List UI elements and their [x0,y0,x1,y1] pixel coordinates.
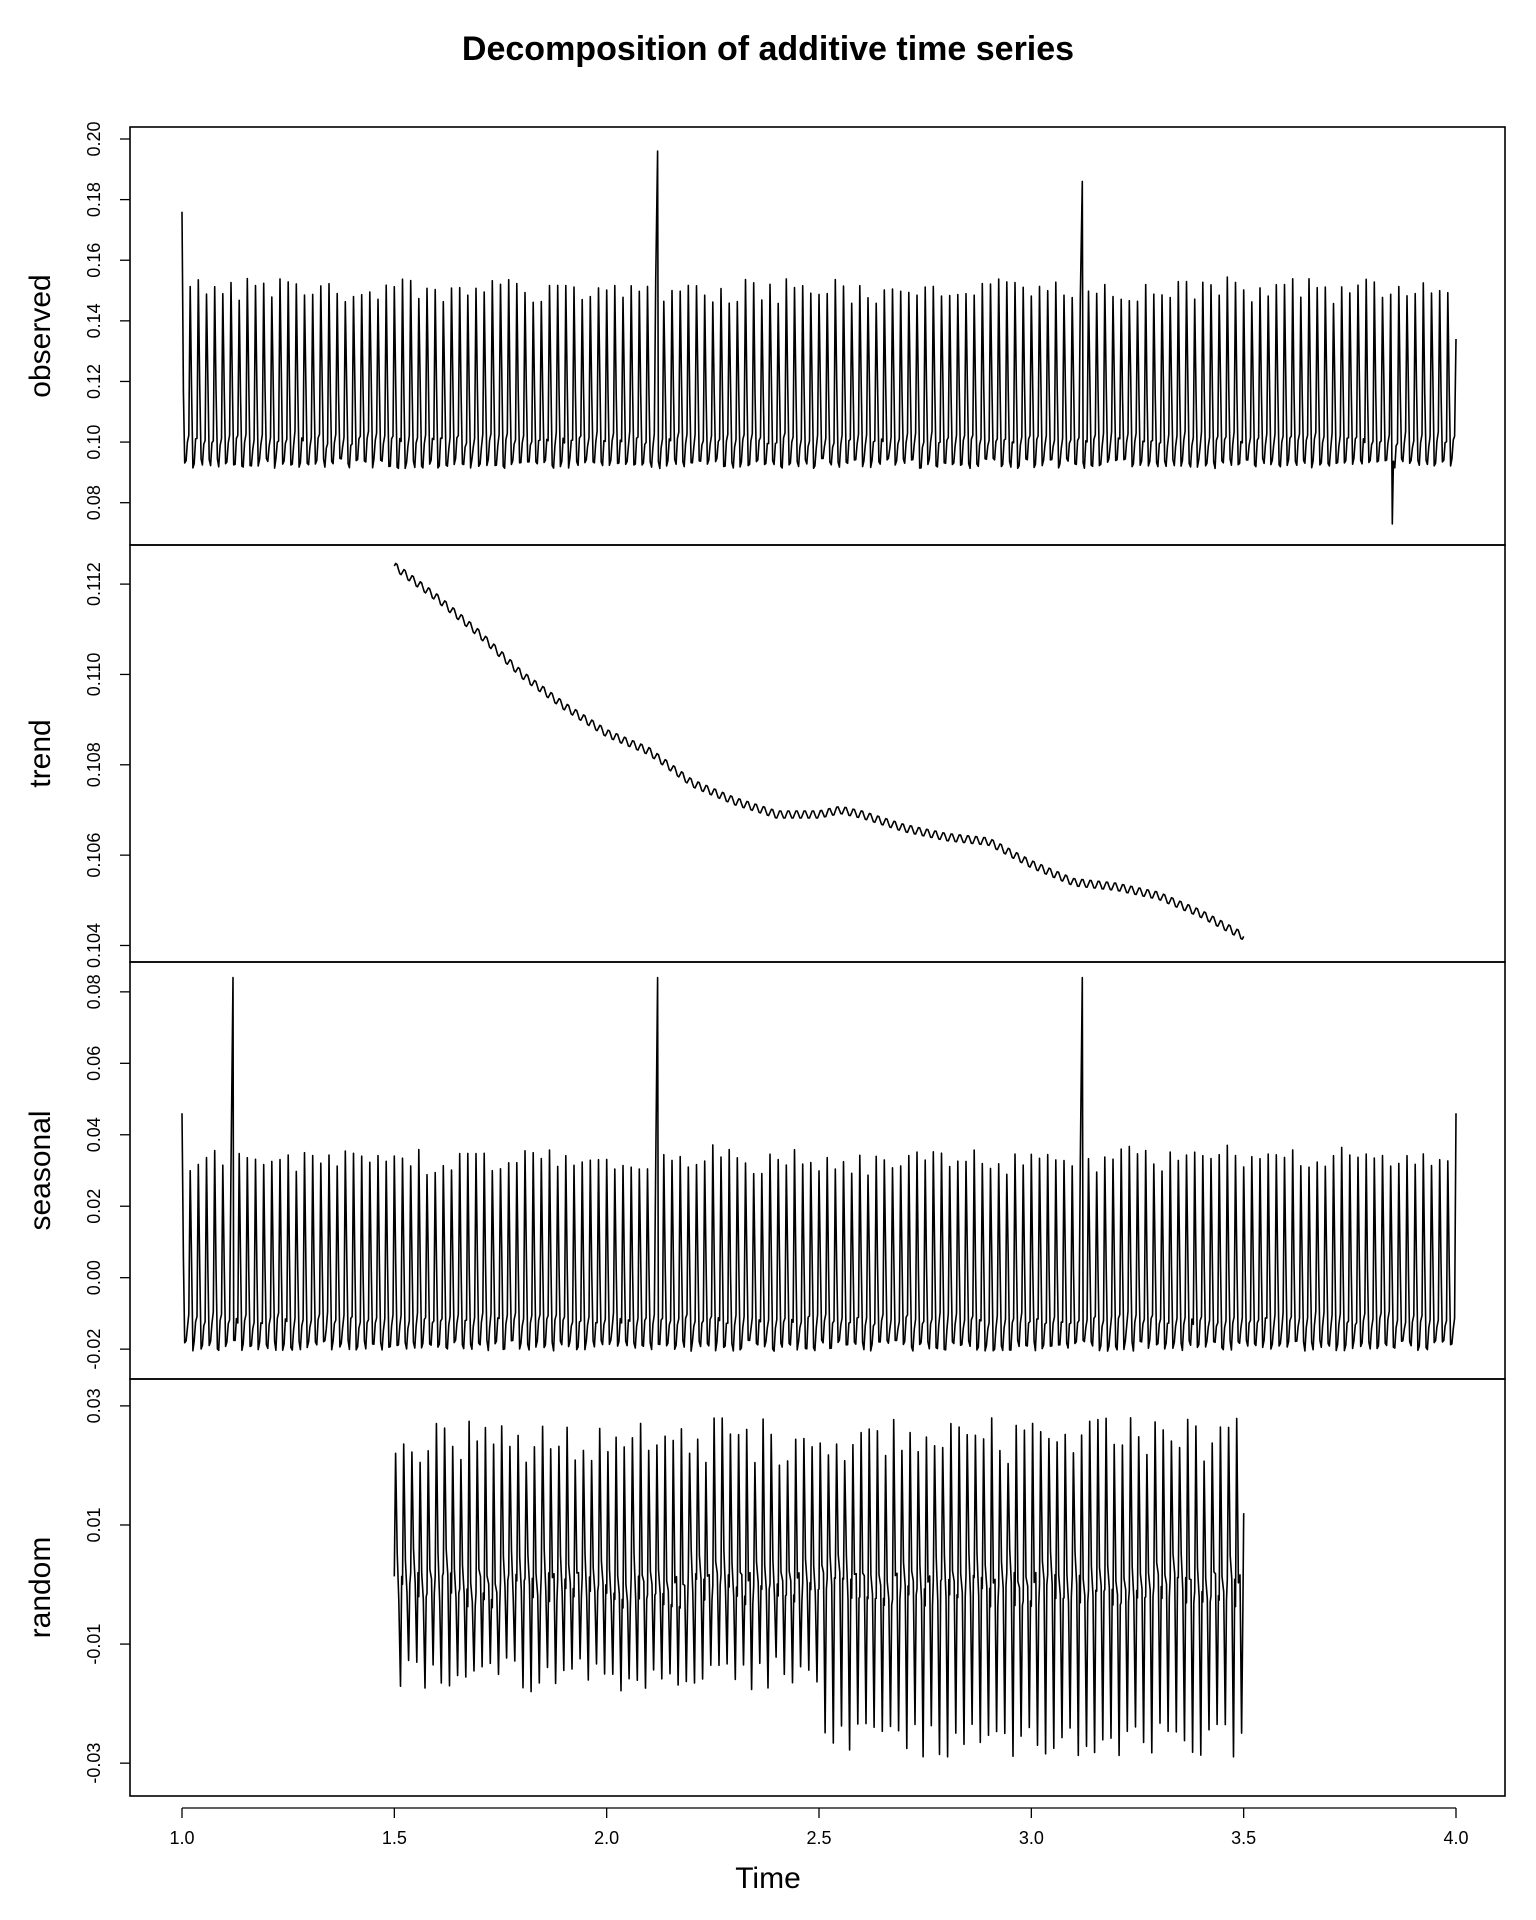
y-tick-label-seasonal-2: 0.02 [84,1189,104,1224]
series-line-seasonal [181,976,1457,1352]
panels-layer: 0.08 0.10 0.12 0.14 0.16 0.18 0.20 observed 0.10… [24,121,1506,1797]
y-tick-label-seasonal-3: 0.04 [84,1117,104,1152]
y-tick-label-seasonal-5: 0.08 [84,974,104,1009]
y-tick-label-trend-4: 0.112 [84,562,104,606]
x-tick-label-0: 1.0 [169,1828,194,1848]
series-line-observed [181,150,1457,525]
panel-seasonal: -0.02 0.00 0.02 0.04 0.06 0.08 seasonal [24,961,1506,1380]
y-tick-label-random-0: -0.03 [84,1743,104,1784]
panel-frame-trend [129,544,1506,963]
panel-label-seasonal: seasonal [24,1110,57,1230]
panel-frame-random [129,1378,1506,1797]
y-tick-label-observed-3: 0.14 [84,303,104,338]
chart-title: Decomposition of additive time series [461,30,1075,68]
x-tick-label-6: 4.0 [1443,1828,1468,1848]
y-tick-label-trend-3: 0.110 [84,653,104,697]
x-tick-label-3: 2.5 [806,1828,831,1848]
panel-label-observed: observed [24,274,57,397]
y-tick-label-trend-2: 0.108 [84,742,104,787]
y-tick-label-observed-1: 0.10 [84,425,104,460]
y-tick-label-trend-0: 0.104 [84,923,104,968]
x-tick-label-4: 3.0 [1019,1828,1044,1848]
x-tick-label-5: 3.5 [1231,1828,1256,1848]
y-tick-label-observed-2: 0.12 [84,364,104,399]
panel-label-random: random [24,1537,57,1639]
panel-observed: 0.08 0.10 0.12 0.14 0.16 0.18 0.20 observed [24,121,1506,546]
y-tick-label-random-2: 0.01 [84,1507,104,1542]
y-tick-label-random-1: -0.01 [84,1624,104,1665]
y-tick-label-observed-0: 0.08 [84,485,104,520]
y-tick-label-observed-4: 0.16 [84,243,104,278]
x-axis: 1.0 1.5 2.0 2.5 3.0 3.5 4.0 [169,1807,1469,1848]
y-tick-label-observed-6: 0.20 [84,121,104,156]
y-tick-label-seasonal-1: 0.00 [84,1260,104,1295]
y-tick-label-seasonal-0: -0.02 [84,1329,104,1370]
y-tick-label-observed-5: 0.18 [84,182,104,217]
y-tick-label-seasonal-4: 0.06 [84,1046,104,1081]
y-tick-label-random-3: 0.03 [84,1388,104,1423]
panel-trend: 0.104 0.106 0.108 0.110 0.112 trend [24,544,1506,968]
panel-label-trend: trend [24,719,57,787]
series-line-trend [393,562,1245,940]
panel-random: -0.03 -0.01 0.01 0.03 random [24,1378,1506,1797]
x-tick-label-2: 2.0 [594,1828,619,1848]
series-line-random [393,1417,1245,1758]
x-tick-label-1: 1.5 [382,1828,407,1848]
x-axis-label: Time [735,1862,801,1895]
y-tick-label-trend-1: 0.106 [84,833,104,878]
